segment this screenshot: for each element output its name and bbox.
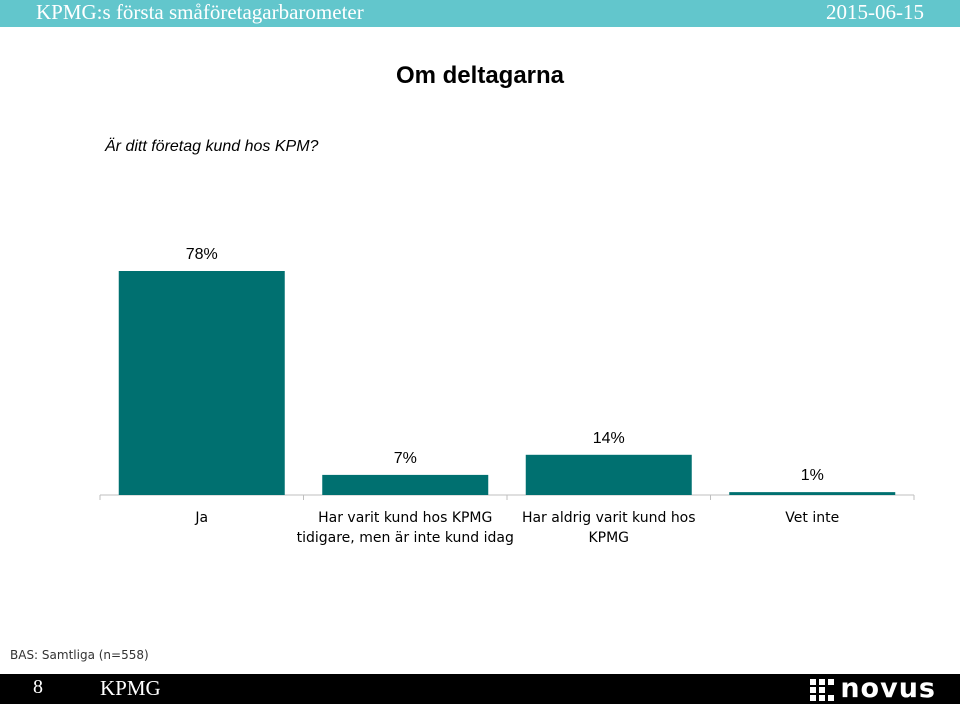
bar [525,454,692,495]
bar [729,492,896,495]
bar [118,271,285,495]
header-date: 2015-06-15 [826,0,924,24]
category-label: Har aldrig varit kund hos [522,510,696,526]
bar-value-label: 7% [394,450,417,467]
footer-bar: 8 KPMG novus [0,674,960,704]
bar-value-label: 78% [186,246,218,263]
footer-org: KPMG [100,676,161,700]
category-label: tidigare, men är inte kund idag [297,530,514,546]
category-label: KPMG [588,530,629,546]
page-number: 8 [33,676,43,698]
bar-chart: 78% Ja 7% Har varit kund hos KPMG tidigare, … [99,246,915,546]
novus-logo: novus [810,674,936,704]
base-note: BAS: Samtliga (n=558) [10,648,149,662]
bar-value-label: 1% [801,467,824,484]
header-bar: KPMG:s första småföretagarbarometer 2015… [0,0,960,27]
novus-logo-icon [810,678,835,701]
page-title: Om deltagarna [395,62,565,89]
header-title: KPMG:s första småföretagarbarometer [36,0,364,24]
bar-value-label: 14% [593,430,625,447]
category-label: Vet inte [785,510,839,526]
question-text: Är ditt företag kund hos KPM? [105,138,319,155]
novus-logo-text: novus [840,673,936,704]
category-label: Har varit kund hos KPMG [318,510,492,526]
category-label: Ja [194,510,208,526]
bar [322,474,489,495]
